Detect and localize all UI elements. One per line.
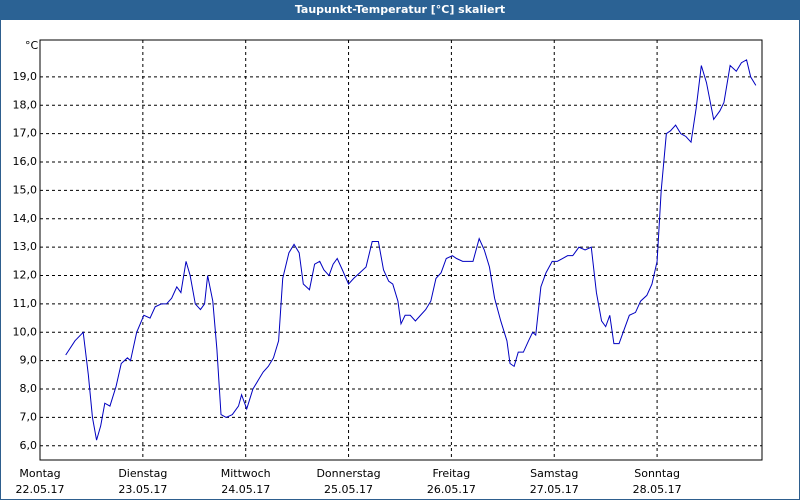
x-tick-date: 22.05.17 [16,483,65,496]
x-tick-label: Mittwoch [221,467,271,480]
y-tick-label: 12,0 [13,269,38,282]
y-tick-label: 10,0 [13,325,38,338]
x-tick-label: Sonntag [634,467,680,480]
y-tick-label: 11,0 [13,297,38,310]
y-tick-label: 18,0 [13,98,38,111]
x-tick-label: Donnerstag [316,467,380,480]
x-tick-date: 28.05.17 [633,483,682,496]
x-tick-label: Montag [19,467,60,480]
y-tick-label: 13,0 [13,240,38,253]
x-tick-date: 24.05.17 [221,483,270,496]
title-bar [0,0,800,20]
y-tick-label: 19,0 [13,70,38,83]
chart-title: Taupunkt-Temperatur [°C] skaliert [295,3,505,16]
data-line [65,59,757,441]
y-tick-label: 17,0 [13,127,38,140]
y-tick-label: 15,0 [13,183,38,196]
x-tick-label: Freitag [433,467,471,480]
y-tick-label: 16,0 [13,155,38,168]
y-tick-label: 9,0 [20,354,38,367]
x-tick-date: 26.05.17 [427,483,476,496]
y-tick-label: 7,0 [20,410,38,423]
x-tick-date: 27.05.17 [530,483,579,496]
y-tick-label: 6,0 [20,439,38,452]
plot-area [39,39,763,461]
x-tick-label: Samstag [530,467,578,480]
x-tick-date: 23.05.17 [118,483,167,496]
x-tick-label: Dienstag [118,467,167,480]
y-unit: °C [25,39,39,52]
y-tick-label: 8,0 [20,382,38,395]
y-tick-label: 14,0 [13,212,38,225]
x-tick-date: 25.05.17 [324,483,373,496]
